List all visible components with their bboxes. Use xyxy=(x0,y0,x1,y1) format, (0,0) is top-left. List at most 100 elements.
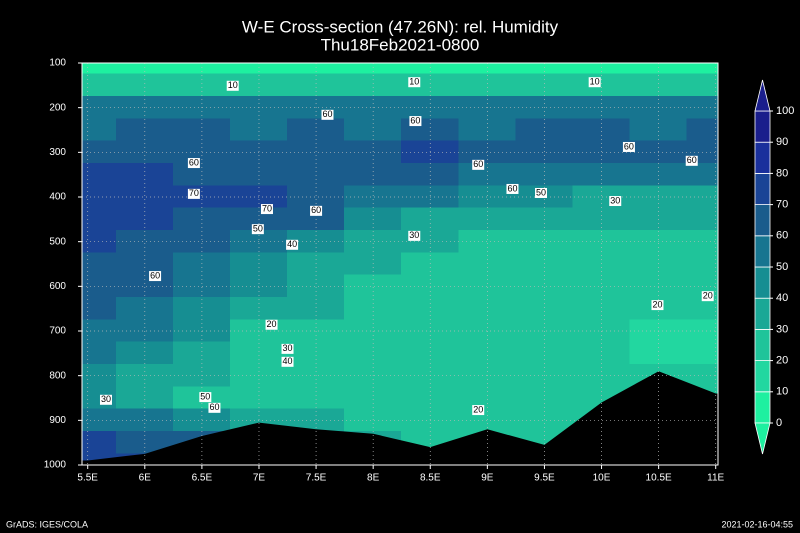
contour-label-bg xyxy=(609,196,622,207)
field-cell xyxy=(229,118,289,142)
contour-label: 70 xyxy=(189,188,199,198)
colorbar-label: 10 xyxy=(776,386,788,398)
terrain xyxy=(82,371,718,465)
colorbar-label: 100 xyxy=(776,105,794,117)
contour-label-bg xyxy=(408,77,421,88)
contour-label-bg xyxy=(281,356,294,367)
colorbar-swatch xyxy=(754,204,771,237)
field-cell xyxy=(686,118,718,142)
field-cell xyxy=(287,73,346,97)
contour-label: 60 xyxy=(189,157,199,167)
x-tick-label: 7E xyxy=(253,473,266,484)
field-cell xyxy=(458,341,517,365)
contour-label: 60 xyxy=(507,183,517,193)
field-cell xyxy=(172,63,231,75)
field-cell xyxy=(172,140,231,164)
y-tick-label: 300 xyxy=(49,147,66,158)
field-cell xyxy=(82,274,117,298)
field-cell xyxy=(229,341,289,365)
colorbar-arrow-bottom xyxy=(754,422,771,455)
field-cell xyxy=(344,73,403,97)
contour-label: 60 xyxy=(687,155,697,165)
field-cell xyxy=(115,274,174,298)
contour-label: 60 xyxy=(473,159,483,169)
contour-label: 60 xyxy=(624,141,634,151)
contour-label-bg xyxy=(321,109,334,120)
field-cell xyxy=(572,140,631,164)
field-cell xyxy=(344,408,403,432)
footer-left: GrADS: IGES/COLA xyxy=(6,519,88,529)
field-cell xyxy=(401,341,460,365)
colorbar-label: 40 xyxy=(776,292,788,304)
field-cell xyxy=(82,230,117,254)
y-tick-label: 700 xyxy=(49,326,66,337)
colorbar-label: 50 xyxy=(776,261,788,273)
contour-label-bg xyxy=(622,141,635,152)
field-cell xyxy=(229,73,289,97)
field-cell xyxy=(458,118,517,142)
field-cell xyxy=(344,230,403,254)
field-cell xyxy=(572,163,631,187)
contour-label: 20 xyxy=(267,319,277,329)
field-cell xyxy=(515,408,574,432)
field-cell xyxy=(82,163,117,187)
field-cell xyxy=(115,118,174,142)
contour-label: 60 xyxy=(150,270,160,280)
field-cell xyxy=(629,118,688,142)
y-tick-label: 600 xyxy=(49,281,66,292)
field-cell xyxy=(172,185,231,209)
field-cell xyxy=(287,140,346,164)
contour-label: 10 xyxy=(590,77,600,87)
field-cell xyxy=(572,63,631,75)
field-cell xyxy=(344,140,403,164)
field-cell xyxy=(515,341,574,365)
x-tick-label: 5.5E xyxy=(77,473,98,484)
colorbar-label: 0 xyxy=(776,417,782,429)
field-cell xyxy=(401,297,460,321)
field-cell xyxy=(686,341,718,365)
field-cell xyxy=(82,140,117,164)
field-cell xyxy=(82,319,117,343)
field-cell xyxy=(115,408,174,432)
colorbar-swatch xyxy=(754,110,771,143)
colorbar-label: 20 xyxy=(776,355,788,367)
field-cell xyxy=(344,274,403,298)
colorbar-swatch xyxy=(754,328,771,361)
field-cell xyxy=(82,118,117,142)
field-cell xyxy=(82,297,117,321)
y-tick-label: 1000 xyxy=(44,460,67,471)
contour-label: 30 xyxy=(283,343,293,353)
colorbar-label: 90 xyxy=(776,136,788,148)
contour-label: 50 xyxy=(536,187,546,197)
field-cell xyxy=(458,274,517,298)
field-cell xyxy=(458,386,517,410)
colorbar-arrow-top xyxy=(754,79,771,112)
field-cell xyxy=(82,185,117,209)
field-cell xyxy=(229,297,289,321)
field-cell xyxy=(172,163,231,187)
field-cell xyxy=(344,386,403,410)
footer-right: 2021-02-16-04:55 xyxy=(721,519,793,529)
contour-label-bg xyxy=(99,394,112,405)
colorbar-swatch xyxy=(754,266,771,299)
field-cell xyxy=(629,63,688,75)
field-cell xyxy=(82,63,117,75)
field-cell xyxy=(515,63,574,75)
field-cell xyxy=(287,230,346,254)
field-cell xyxy=(686,297,718,321)
field-cell xyxy=(458,63,517,75)
contour-label: 30 xyxy=(610,195,620,205)
colorbar-label: 60 xyxy=(776,230,788,242)
field-cell xyxy=(229,386,289,410)
x-tick-label: 10E xyxy=(593,473,611,484)
field-cell xyxy=(572,230,631,254)
field-cell xyxy=(115,341,174,365)
contour-label-bg xyxy=(281,343,294,354)
colorbar-swatch xyxy=(754,235,771,268)
contour-label-bg xyxy=(208,402,221,413)
contour-label-bg xyxy=(701,291,714,302)
y-tick-label: 400 xyxy=(49,192,66,203)
field-cell xyxy=(515,230,574,254)
field-cell xyxy=(172,230,231,254)
